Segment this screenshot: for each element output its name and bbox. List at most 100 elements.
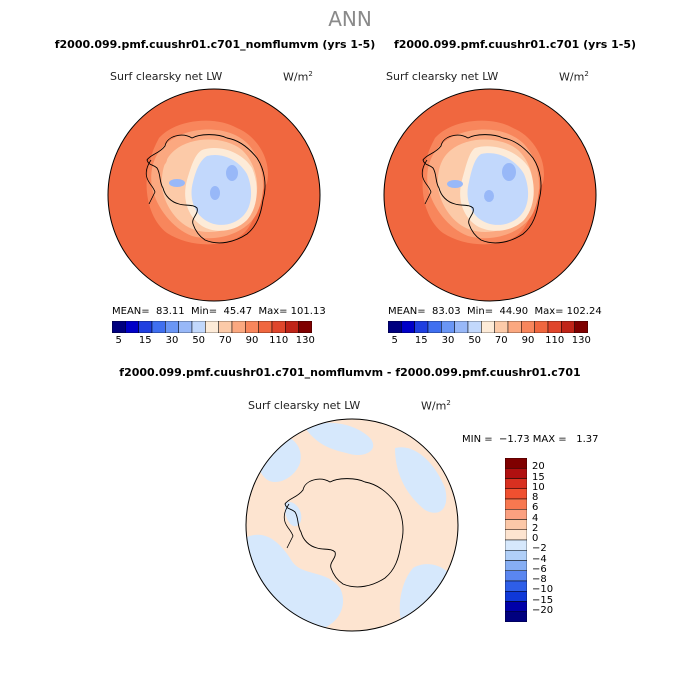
panel3-colorbar-box bbox=[505, 498, 527, 510]
panel3-colorbar-tick-label: −2 bbox=[532, 543, 547, 555]
panel2-colorbar-tick-label: 30 bbox=[441, 335, 455, 346]
panel3-colorbar-tick-label: 2 bbox=[532, 522, 539, 534]
panel1-colorbar-tick-label: 30 bbox=[165, 335, 179, 346]
panel3-colorbar-box bbox=[505, 488, 527, 500]
panel2-colorbar-box bbox=[521, 321, 535, 333]
panel1-colorbar-box bbox=[138, 321, 153, 333]
panel1-contour-40b bbox=[210, 186, 220, 200]
panel3-colorbar-tick-label: 0 bbox=[532, 533, 539, 544]
panel2-colorbar-box bbox=[481, 321, 495, 333]
panel2-colorbar-box bbox=[547, 321, 562, 333]
panel2-coastline bbox=[422, 134, 542, 244]
panel1-title: f2000.099.pmf.cuushr01.c701_nomflumvm (y… bbox=[54, 38, 376, 51]
panel2-colorbar-box bbox=[534, 321, 549, 333]
panel3-colorbar-box bbox=[505, 550, 527, 561]
panel3-colorbar-ticks: 20 15 10 8 6 4 2 0 −2 −4 −6 −8 −10 −15 −20 bbox=[532, 458, 572, 628]
panel3-coastline bbox=[284, 478, 404, 588]
panel1-colorbar-tick-label: 90 bbox=[245, 335, 259, 346]
panel3-colorbar-box bbox=[505, 519, 527, 530]
panel2-peninsula-coast bbox=[421, 159, 432, 205]
panel2-colorbar-tick-label: 15 bbox=[414, 335, 428, 346]
panel2-colorbar bbox=[388, 321, 588, 333]
panel2-contour-40c bbox=[447, 180, 463, 188]
panel1-colorbar-box bbox=[285, 321, 299, 333]
panel2-units-label: W/m2 bbox=[559, 70, 589, 84]
panel2-colorbar-box bbox=[561, 321, 575, 333]
panel1-colorbar-box bbox=[125, 321, 139, 333]
panel3-stats: MIN = −1.73 MAX = 1.37 bbox=[462, 434, 599, 445]
panel2-colorbar-box bbox=[414, 321, 429, 333]
panel3-colorbar-tick-label: 15 bbox=[532, 471, 545, 483]
panel2-colorbar-box bbox=[427, 321, 442, 333]
panel3-units-label: W/m2 bbox=[421, 399, 451, 413]
panel3-variable-label: Surf clearsky net LW bbox=[248, 399, 361, 412]
panel1-colorbar-box bbox=[112, 321, 126, 333]
panel3-colorbar-tick-label: 10 bbox=[532, 481, 545, 493]
panel3-colorbar-box bbox=[505, 509, 527, 520]
panel1-contour-40a bbox=[226, 165, 238, 181]
panel1-variable-label: Surf clearsky net LW bbox=[110, 70, 223, 83]
panel2-contour-40a bbox=[502, 163, 516, 181]
panel3-colorbar-box bbox=[505, 468, 527, 479]
panel2-colorbar-box bbox=[454, 321, 469, 333]
panel2-colorbar-tick-label: 110 bbox=[545, 335, 565, 346]
panel3-colorbar-box bbox=[505, 539, 527, 551]
panel1-colorbar-tick-label: 50 bbox=[192, 335, 206, 346]
panel2-colorbar-box bbox=[441, 321, 455, 333]
panel2-title: f2000.099.pmf.cuushr01.c701 (yrs 1-5) bbox=[393, 38, 637, 51]
panel2-colorbar-tick-label: 50 bbox=[468, 335, 482, 346]
panel1-colorbar bbox=[112, 321, 312, 333]
panel2-colorbar-tick-label: 130 bbox=[571, 335, 591, 346]
panel2-colorbar-box bbox=[388, 321, 402, 333]
panel1-colorbar-ticks: 5 15 30 50 70 90 110 130 bbox=[112, 335, 315, 349]
panel1-colorbar-box bbox=[245, 321, 259, 333]
panel3-colorbar-box bbox=[505, 529, 527, 541]
panel2-contour-40b bbox=[484, 190, 494, 202]
panel1-contour-40c bbox=[169, 179, 185, 187]
panel1-colorbar-tick-label: 130 bbox=[295, 335, 315, 346]
panel1-colorbar-box bbox=[231, 321, 246, 333]
panel3-colorbar-tick-label: 6 bbox=[532, 502, 539, 514]
panel3-colorbar-box bbox=[505, 591, 527, 602]
panel1-colorbar-box bbox=[191, 321, 206, 333]
panel3-colorbar-tick-label: −10 bbox=[532, 584, 554, 596]
panel3-colorbar-tick-label: 8 bbox=[532, 492, 539, 503]
panel1-colorbar-box bbox=[218, 321, 233, 333]
panel3-colorbar-tick-label: 20 bbox=[532, 461, 545, 473]
panel3-title: f2000.099.pmf.cuushr01.c701_nomflumvm - … bbox=[119, 366, 581, 379]
panel1-polar-map bbox=[107, 88, 321, 302]
panel3-peninsula-coast bbox=[283, 503, 294, 549]
panel2-colorbar-box bbox=[507, 321, 522, 333]
panel3-colorbar-tick-label: −20 bbox=[532, 604, 554, 616]
figure-title: ANN bbox=[328, 7, 372, 31]
panel1-coastline bbox=[146, 134, 266, 244]
panel1-colorbar-box bbox=[271, 321, 286, 333]
panel1-colorbar-tick-label: 110 bbox=[269, 335, 289, 346]
panel1-colorbar-box bbox=[178, 321, 193, 333]
panel3-colorbar-box bbox=[505, 570, 527, 582]
panel1-colorbar-box bbox=[205, 321, 219, 333]
panel3-colorbar-box bbox=[505, 611, 527, 622]
panel3-colorbar-box bbox=[505, 560, 527, 571]
panel2-colorbar-box bbox=[401, 321, 415, 333]
panel3-negative-ne bbox=[395, 447, 447, 513]
panel1-colorbar-tick-label: 5 bbox=[115, 335, 122, 346]
panel2-variable-label: Surf clearsky net LW bbox=[386, 70, 499, 83]
panel3-colorbar-box bbox=[505, 478, 527, 489]
panel2-stats: MEAN= 83.03 Min= 44.90 Max= 102.24 bbox=[388, 306, 602, 317]
panel1-peninsula-coast bbox=[145, 159, 156, 205]
panel3-colorbar-box bbox=[505, 601, 527, 612]
panel1-stats: MEAN= 83.11 Min= 45.47 Max= 101.13 bbox=[112, 306, 326, 317]
panel2-colorbar-tick-label: 70 bbox=[494, 335, 508, 346]
panel2-colorbar-box bbox=[494, 321, 509, 333]
panel2-map-border bbox=[383, 88, 597, 302]
panel3-colorbar-tick-label: −15 bbox=[532, 594, 554, 606]
panel3-colorbar-tick-label: −8 bbox=[532, 574, 547, 585]
panel1-units-label: W/m2 bbox=[283, 70, 313, 84]
panel1-colorbar-box bbox=[151, 321, 166, 333]
panel2-polar-map bbox=[383, 88, 597, 302]
panel1-colorbar-tick-label: 70 bbox=[218, 335, 232, 346]
panel2-colorbar-ticks: 5 15 30 50 70 90 110 130 bbox=[388, 335, 591, 349]
panel3-colorbar-box bbox=[505, 458, 527, 469]
panel1-colorbar-box bbox=[165, 321, 179, 333]
